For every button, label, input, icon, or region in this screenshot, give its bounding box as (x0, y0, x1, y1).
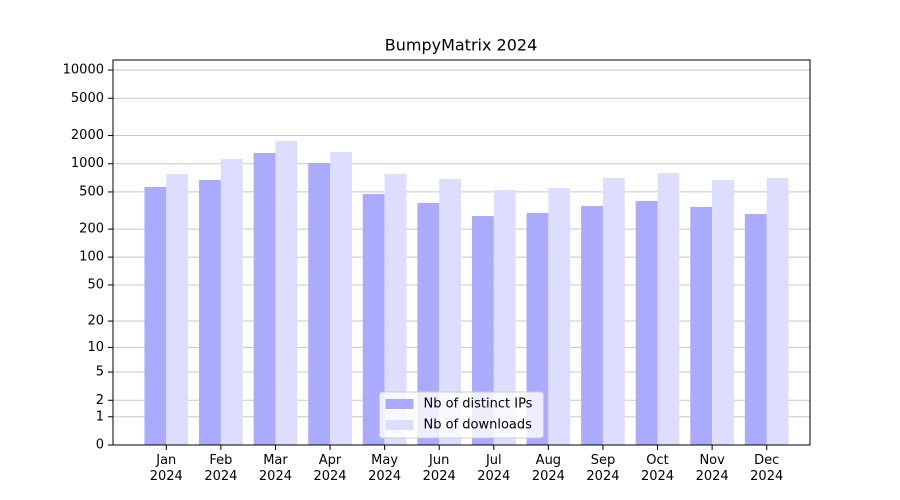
y-tick-label: 10 (87, 340, 104, 355)
y-tick-label: 1000 (71, 156, 104, 171)
legend-swatch (385, 420, 414, 430)
bar (166, 173, 189, 445)
y-tick-label: 5 (96, 365, 104, 380)
x-tick-label: Mar 2024 (258, 453, 292, 484)
bar (144, 186, 167, 446)
y-tick-label: 2000 (71, 128, 104, 143)
x-tick-label: Nov 2024 (695, 453, 729, 484)
bar (308, 163, 331, 445)
y-tick-label: 200 (79, 222, 104, 237)
x-tick-label: May 2024 (368, 453, 402, 484)
y-tick-label: 1 (96, 409, 104, 424)
x-tick-label: Jan 2024 (149, 453, 183, 484)
bar (744, 214, 767, 445)
x-tick-label: Sep 2024 (586, 453, 620, 484)
y-tick-label: 5000 (71, 91, 104, 106)
x-tick-label: Feb 2024 (204, 453, 238, 484)
bar (657, 173, 680, 445)
bar (253, 153, 276, 445)
bar (384, 173, 407, 445)
bar (362, 194, 385, 445)
bar (471, 216, 494, 445)
bar (493, 190, 516, 445)
y-tick-label: 0 (96, 438, 104, 453)
bar (548, 188, 571, 445)
y-tick-label: 500 (79, 184, 104, 199)
bar (417, 202, 440, 445)
bar (275, 141, 298, 445)
bar (690, 206, 713, 445)
bar (526, 212, 549, 445)
x-tick-label: Dec 2024 (750, 453, 784, 484)
x-tick-label: Aug 2024 (531, 453, 565, 484)
y-tick-label: 50 (87, 277, 104, 292)
bar (602, 178, 625, 446)
bar (199, 179, 221, 446)
bar (220, 158, 243, 446)
legend-box (379, 391, 544, 439)
legend-swatch (385, 399, 414, 409)
bar (635, 200, 658, 445)
bar (581, 206, 603, 445)
x-tick-label: Jun 2024 (422, 453, 456, 484)
legend: Nb of distinct IPs Nb of downloads (379, 391, 544, 439)
legend-label: Nb of downloads (424, 418, 533, 433)
x-tick-label: Oct 2024 (640, 453, 675, 484)
bar (712, 180, 734, 445)
bar (766, 178, 789, 446)
bar (330, 152, 352, 445)
y-tick-label: 2 (96, 393, 104, 408)
legend-label: Nb of distinct IPs (424, 397, 533, 412)
bar (439, 179, 462, 445)
y-tick-label: 20 (87, 314, 104, 329)
chart-title: BumpyMatrix 2024 (385, 36, 538, 55)
x-tick-label: Apr 2024 (313, 453, 347, 484)
x-tick-label: Jul 2024 (477, 453, 511, 484)
y-tick-label: 10000 (63, 63, 104, 78)
plot-frame (112, 59, 811, 446)
y-tick-label: 100 (79, 250, 104, 265)
